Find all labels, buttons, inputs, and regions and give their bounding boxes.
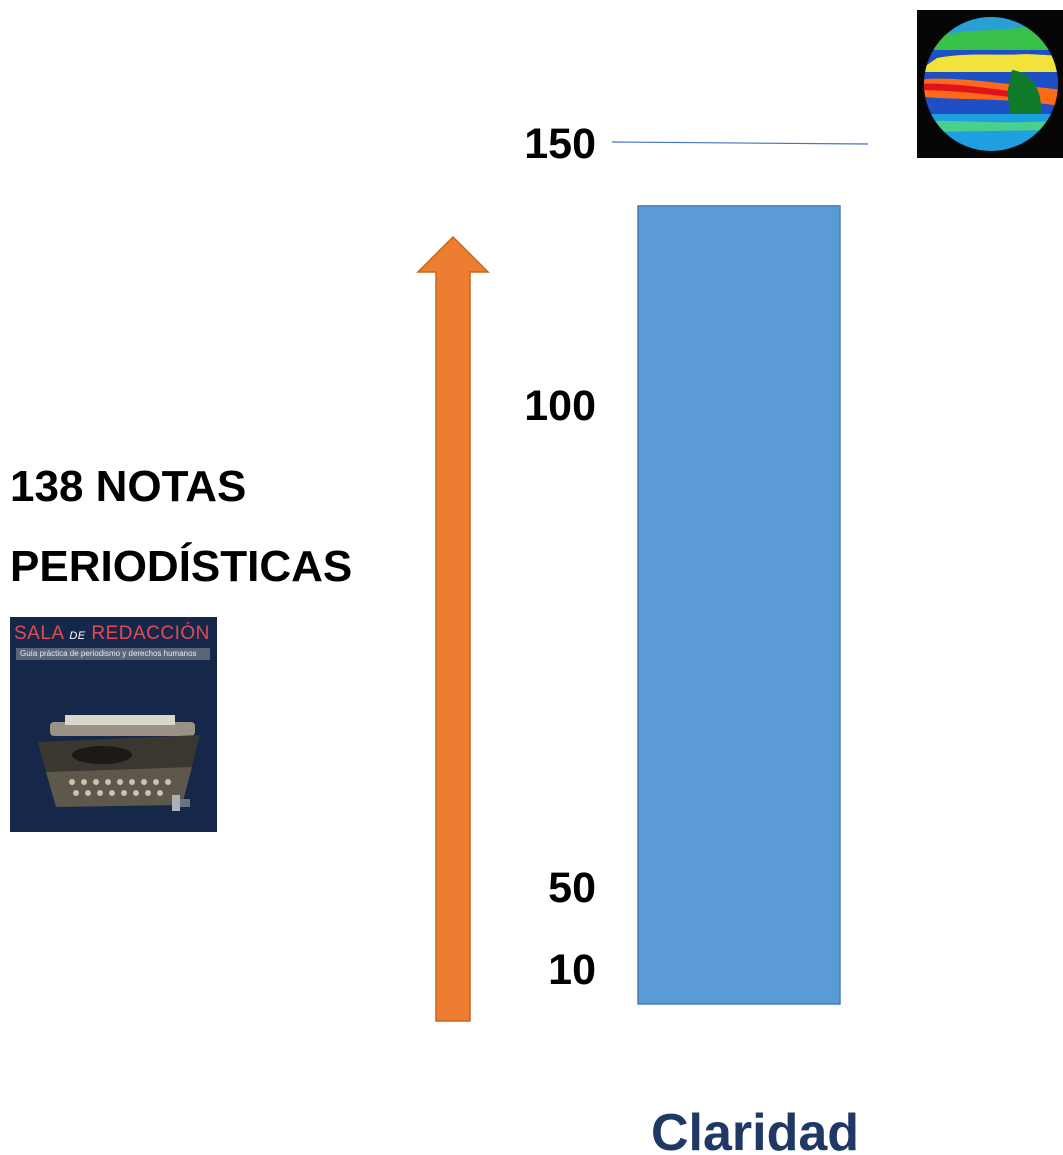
book-title-part-3: REDACCIÓN (91, 623, 210, 644)
reference-line (611, 141, 869, 145)
y-tick-label-10: 10 (548, 946, 596, 994)
globe-icon (922, 15, 1060, 153)
book-title-part-1: SALA (14, 623, 64, 644)
up-arrow-icon (416, 235, 490, 1022)
book-title: SALA DE REDACCIÓN (14, 623, 210, 645)
headline-line-2: PERIODÍSTICAS (10, 542, 353, 591)
globe-image (917, 10, 1063, 158)
x-category-label: Claridad (651, 1104, 859, 1155)
y-tick-label-100: 100 (524, 382, 596, 430)
bar-claridad (637, 205, 841, 1005)
book-subtitle: Guía práctica de periodismo y derechos h… (16, 648, 210, 660)
book-cover-image: SALA DE REDACCIÓN Guía práctica de perio… (10, 617, 217, 832)
y-tick-label-50: 50 (548, 864, 596, 912)
y-tick-label-150: 150 (524, 120, 596, 168)
book-title-part-2: DE (69, 630, 86, 642)
typewriter-icon (38, 715, 200, 811)
headline-line-1: 138 NOTAS (10, 462, 247, 511)
